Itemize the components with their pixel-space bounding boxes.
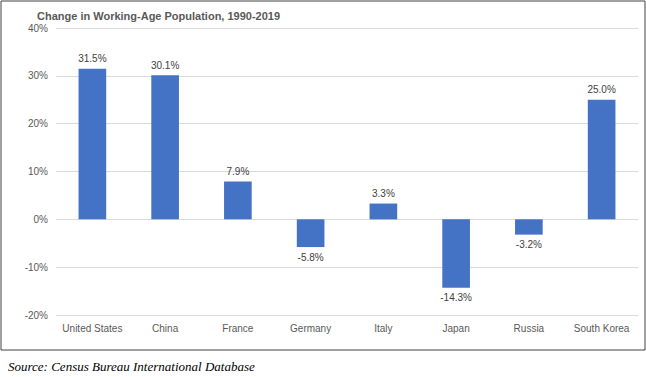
svg-text:Japan: Japan [443, 323, 470, 334]
svg-text:-5.8%: -5.8% [298, 252, 324, 263]
svg-text:3.3%: 3.3% [372, 188, 395, 199]
svg-text:Change in Working-Age Populati: Change in Working-Age Population, 1990-2… [37, 10, 280, 22]
svg-text:0%: 0% [34, 214, 49, 225]
svg-text:31.5%: 31.5% [78, 53, 106, 64]
svg-text:-20%: -20% [25, 310, 48, 321]
svg-text:30.1%: 30.1% [151, 60, 179, 71]
svg-text:Source: Census Bureau Internat: Source: Census Bureau International Data… [8, 359, 255, 374]
svg-text:South Korea: South Korea [574, 323, 630, 334]
svg-text:Germany: Germany [290, 323, 331, 334]
svg-text:-14.3%: -14.3% [440, 292, 472, 303]
svg-text:20%: 20% [28, 118, 48, 129]
svg-text:Italy: Italy [374, 323, 392, 334]
svg-text:United States: United States [62, 323, 122, 334]
svg-text:China: China [152, 323, 179, 334]
svg-text:7.9%: 7.9% [226, 166, 249, 177]
svg-text:-10%: -10% [25, 262, 48, 273]
svg-text:30%: 30% [28, 70, 48, 81]
svg-text:40%: 40% [28, 23, 48, 34]
svg-text:-3.2%: -3.2% [516, 239, 542, 250]
svg-text:France: France [222, 323, 254, 334]
svg-text:Russia: Russia [514, 323, 545, 334]
svg-text:10%: 10% [28, 166, 48, 177]
svg-text:25.0%: 25.0% [587, 84, 615, 95]
